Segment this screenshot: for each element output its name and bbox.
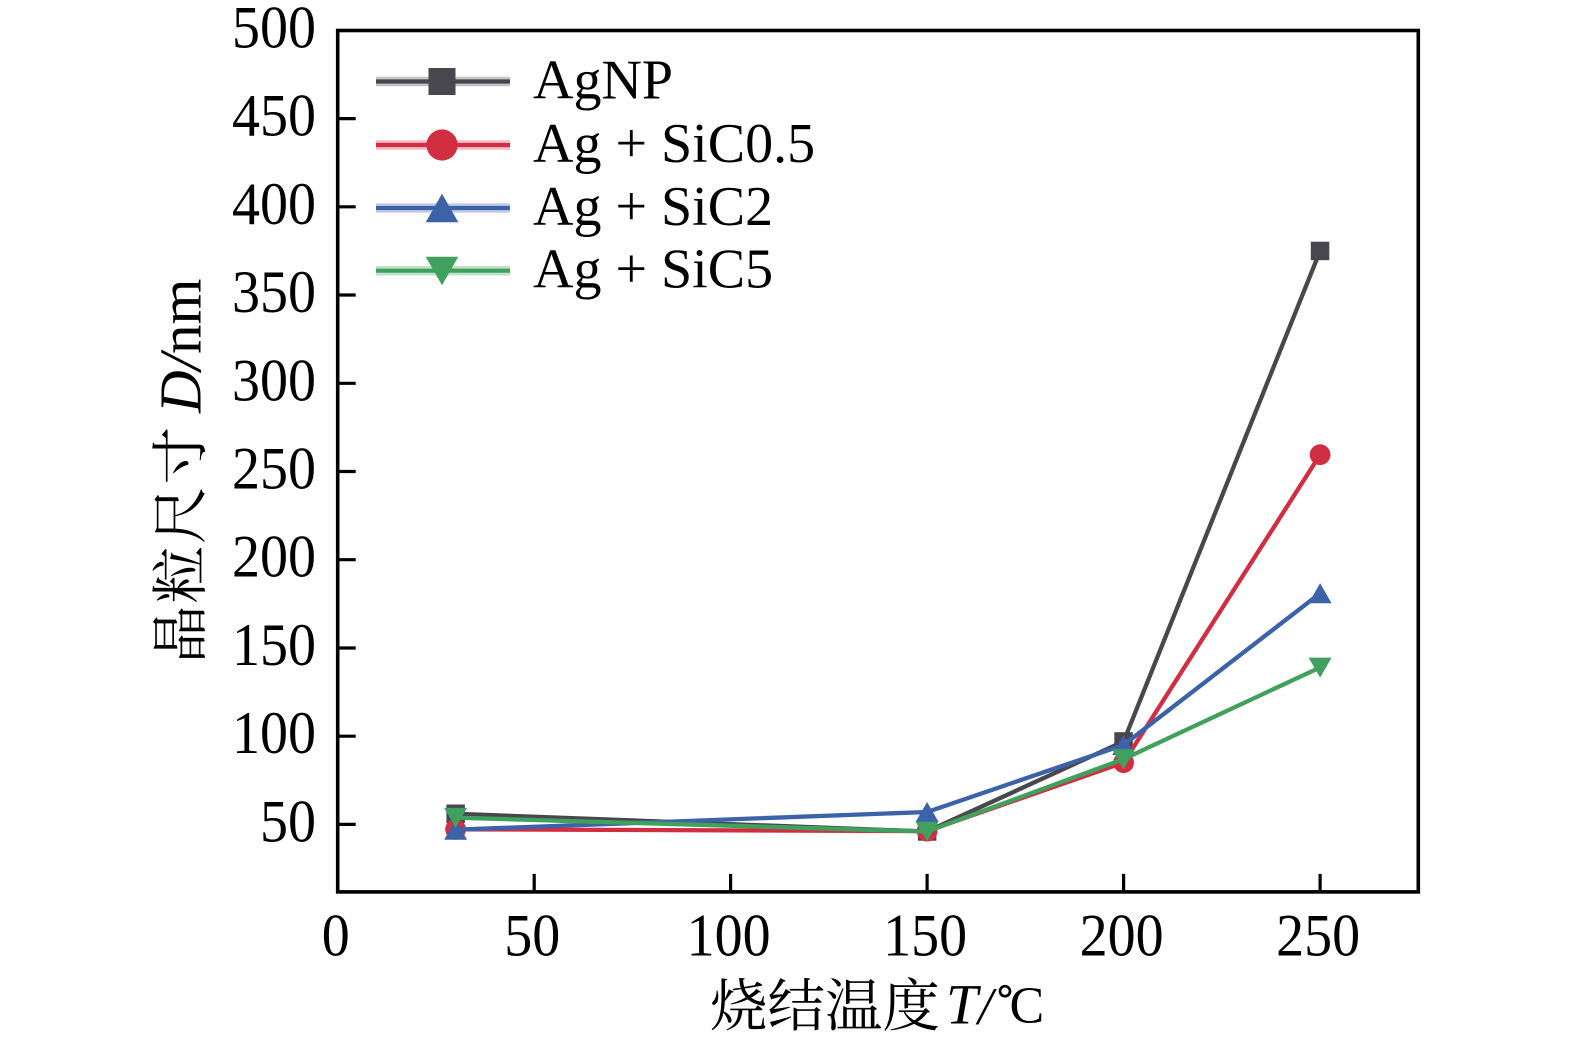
svg-text:200: 200 xyxy=(232,524,316,590)
svg-text:500: 500 xyxy=(232,0,316,60)
svg-text:T: T xyxy=(946,974,982,1037)
svg-text:C: C xyxy=(1010,978,1045,1035)
svg-text:50: 50 xyxy=(260,788,316,854)
svg-text:Ag + SiC5: Ag + SiC5 xyxy=(533,239,773,301)
svg-text:Ag + SiC2: Ag + SiC2 xyxy=(533,176,773,238)
svg-text:100: 100 xyxy=(687,902,771,968)
svg-text:300: 300 xyxy=(232,347,316,413)
svg-text:200: 200 xyxy=(1080,902,1164,968)
svg-text:150: 150 xyxy=(883,902,967,968)
svg-text:250: 250 xyxy=(232,436,316,502)
svg-text:150: 150 xyxy=(232,612,316,678)
svg-text:D/nm: D/nm xyxy=(148,279,214,414)
svg-text:450: 450 xyxy=(232,83,316,149)
svg-text:400: 400 xyxy=(232,171,316,237)
svg-text:100: 100 xyxy=(232,700,316,766)
svg-text:0: 0 xyxy=(322,902,350,968)
svg-text:50: 50 xyxy=(504,902,560,968)
svg-text:Ag + SiC0.5: Ag + SiC0.5 xyxy=(533,113,815,175)
svg-text:350: 350 xyxy=(232,259,316,325)
svg-text:AgNP: AgNP xyxy=(533,50,673,112)
svg-text:/: / xyxy=(975,978,997,1036)
svg-text:250: 250 xyxy=(1276,902,1360,968)
